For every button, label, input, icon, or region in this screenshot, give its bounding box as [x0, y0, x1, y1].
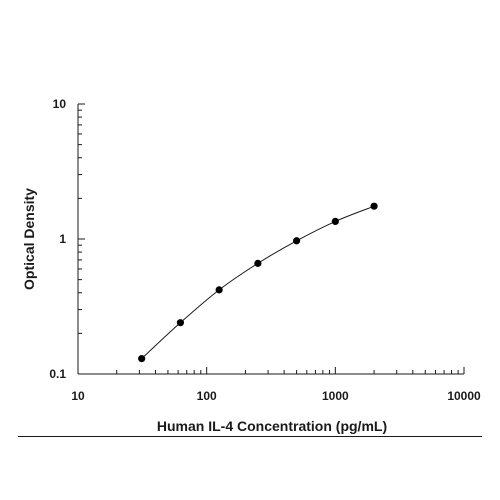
x-tick-labels: 10 100 1000 10000 [71, 389, 481, 403]
x-tick-label: 1000 [322, 389, 349, 403]
y-tick-label: 10 [53, 97, 67, 111]
data-point [331, 217, 339, 226]
fit-curve [141, 205, 375, 359]
footer-divider [18, 436, 482, 437]
data-point [254, 259, 262, 267]
y-tick-labels: 0.1 1 10 [49, 97, 66, 381]
y-tick-label: 1 [59, 232, 66, 246]
data-point [370, 202, 378, 210]
y-tick-label: 0.1 [49, 367, 66, 381]
data-point [138, 355, 146, 363]
x-tick-label: 10 [71, 389, 85, 403]
data-point [176, 319, 185, 327]
y-axis-title: Optical Density [21, 188, 37, 290]
x-ticks [77, 367, 465, 374]
x-tick-label: 100 [197, 389, 217, 403]
data-point [293, 237, 301, 245]
x-tick-label: 10000 [447, 389, 481, 403]
axes [77, 104, 464, 375]
data-points [138, 202, 378, 363]
data-point [215, 286, 223, 294]
y-ticks [78, 103, 85, 375]
x-axis-title: Human IL-4 Concentration (pg/mL) [157, 418, 387, 434]
